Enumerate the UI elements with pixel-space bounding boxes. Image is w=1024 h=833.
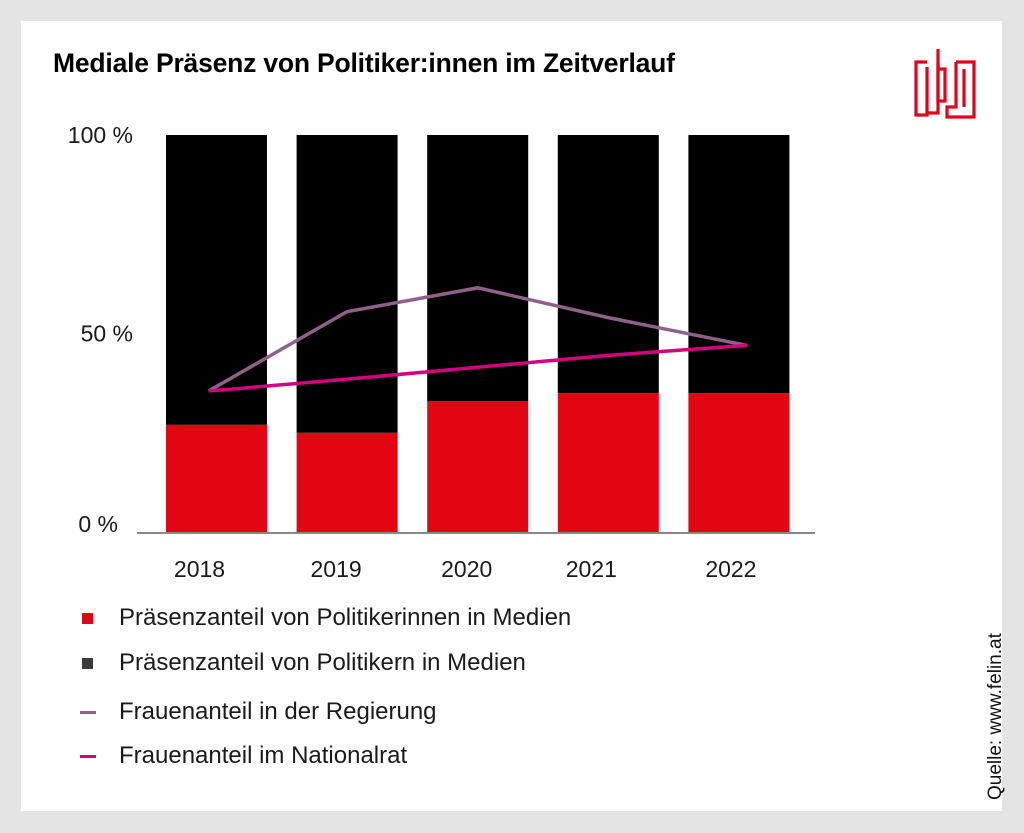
bar-politikerinnen-2019 <box>296 432 398 532</box>
bar-politiker-2019 <box>296 135 398 433</box>
chart-title: Mediale Präsenz von Politiker:innen im Z… <box>53 48 675 78</box>
bar-politiker-2022 <box>688 135 790 394</box>
y-tick-label: 0 % <box>78 511 118 537</box>
line-frauenanteil-nationalrat <box>208 343 748 393</box>
legend-swatch-purple-line-icon <box>80 710 96 714</box>
bar-politikerinnen-2022 <box>688 393 790 532</box>
legend-swatch-red-square-icon <box>82 612 93 624</box>
legend-label: Frauenanteil im Nationalrat <box>119 742 408 769</box>
source-label: Quelle: www.felin.at <box>985 633 1006 800</box>
bar-politiker-2020 <box>427 135 529 401</box>
legend-swatch-magenta-line-icon <box>80 754 96 758</box>
legend-swatch-dark-square-icon <box>82 657 93 669</box>
x-tick-labels: 2018 2019 2020 2021 2022 <box>174 556 757 582</box>
bar-politikerinnen-2021 <box>557 393 659 532</box>
legend-item-politiker: Präsenzanteil von Politikern in Medien <box>80 648 526 678</box>
x-tick-label-2021: 2021 <box>566 556 617 582</box>
x-tick-label-2022: 2022 <box>705 556 756 582</box>
logo-icon <box>914 49 976 119</box>
y-tick-labels: 0 % 50 % 100 % <box>68 122 133 537</box>
x-tick-label-2018: 2018 <box>174 556 225 582</box>
y-tick-label: 50 % <box>81 321 133 347</box>
bar-politikerinnen-2018 <box>166 424 267 532</box>
bar-politiker-2021 <box>557 135 659 394</box>
legend-item-politikerinnen: Präsenzanteil von Politikerinnen in Medi… <box>80 603 571 633</box>
legend-label: Präsenzanteil von Politikerinnen in Medi… <box>119 604 572 631</box>
legend-item-nationalrat: Frauenanteil im Nationalrat <box>80 741 407 771</box>
legend-label: Präsenzanteil von Politikern in Medien <box>119 649 526 676</box>
bar-politikerinnen-2020 <box>427 400 529 532</box>
line-frauenanteil-regierung <box>207 286 748 393</box>
y-tick-label: 100 % <box>68 122 133 148</box>
x-tick-label-2020: 2020 <box>441 556 492 582</box>
lines-layer <box>207 286 748 393</box>
x-tick-label-2019: 2019 <box>311 556 362 582</box>
legend-item-regierung: Frauenanteil in der Regierung <box>80 697 437 727</box>
legend-label: Frauenanteil in der Regierung <box>119 698 437 725</box>
bar-politiker-2018 <box>166 135 267 425</box>
